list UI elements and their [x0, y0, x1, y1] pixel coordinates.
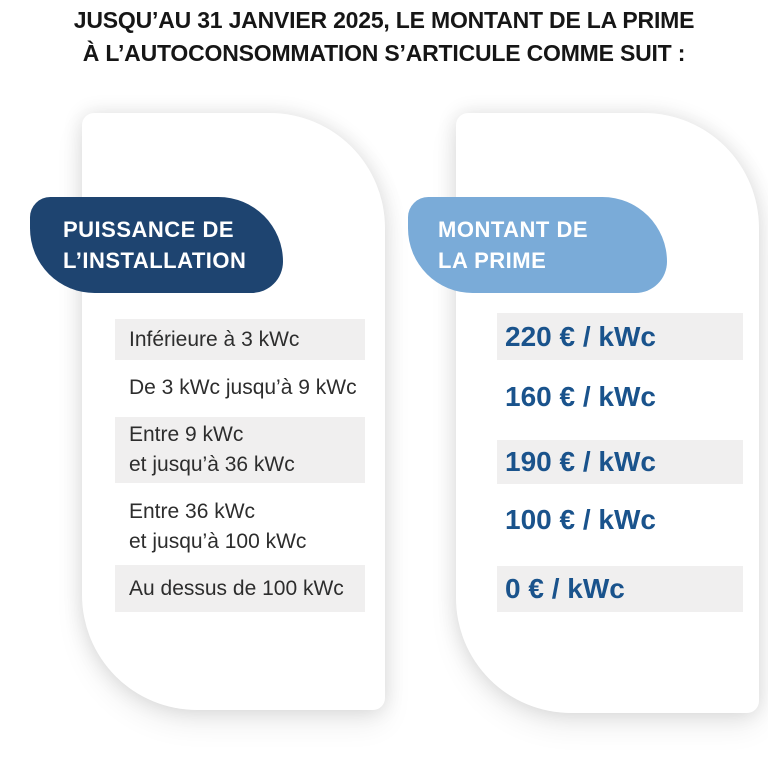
power-row-4-line-2: et jusqu’à 100 kWc — [129, 530, 307, 553]
power-row-4-line-1: Entre 36 kWc — [129, 500, 256, 523]
amount-row-1-value: 220 € / kWc — [505, 320, 656, 352]
amount-header-line-1: MONTANT DE — [438, 217, 589, 242]
power-row-5: Au dessus de 100 kWc — [115, 565, 365, 612]
power-header-text: PUISSANCE DE L’INSTALLATION — [63, 214, 246, 276]
amount-row-1: 220 € / kWc — [497, 313, 743, 360]
amount-header-text: MONTANT DE LA PRIME — [438, 214, 588, 276]
power-header-line-1: PUISSANCE DE — [63, 217, 235, 242]
amount-row-3: 190 € / kWc — [497, 440, 743, 484]
amount-row-5-value: 0 € / kWc — [505, 573, 625, 604]
power-row-4-label: Entre 36 kWc et jusqu’à 100 kWc — [129, 497, 306, 557]
power-row-2-label: De 3 kWc jusqu’à 9 kWc — [129, 376, 357, 399]
title-line-2: À L’AUTOCONSOMMATION S’ARTICULE COMME SU… — [82, 40, 686, 66]
amount-row-2-value: 160 € / kWc — [505, 381, 656, 412]
amount-row-2: 160 € / kWc — [497, 374, 743, 420]
amount-header-line-2: LA PRIME — [438, 248, 547, 273]
power-row-5-label: Au dessus de 100 kWc — [129, 576, 344, 600]
power-row-4: Entre 36 kWc et jusqu’à 100 kWc — [115, 494, 365, 560]
page-title: JUSQU’AU 31 JANVIER 2025, LE MONTANT DE … — [0, 4, 768, 70]
power-row-3: Entre 9 kWc et jusqu’à 36 kWc — [115, 417, 365, 483]
title-line-1: JUSQU’AU 31 JANVIER 2025, LE MONTANT DE … — [73, 7, 695, 33]
power-header-line-2: L’INSTALLATION — [63, 248, 247, 273]
power-header-badge: PUISSANCE DE L’INSTALLATION — [30, 197, 283, 293]
power-row-1-label: Inférieure à 3 kWc — [129, 327, 300, 351]
amount-row-4: 100 € / kWc — [497, 497, 743, 543]
amount-row-5: 0 € / kWc — [497, 566, 743, 612]
amount-row-3-value: 190 € / kWc — [505, 446, 656, 477]
power-row-3-line-2: et jusqu’à 36 kWc — [129, 453, 295, 476]
power-row-2: De 3 kWc jusqu’à 9 kWc — [115, 367, 365, 409]
power-row-3-line-1: Entre 9 kWc — [129, 423, 244, 446]
power-row-1: Inférieure à 3 kWc — [115, 319, 365, 360]
power-row-3-label: Entre 9 kWc et jusqu’à 36 kWc — [129, 420, 295, 480]
amount-header-badge: MONTANT DE LA PRIME — [408, 197, 667, 293]
amount-row-4-value: 100 € / kWc — [505, 504, 656, 535]
